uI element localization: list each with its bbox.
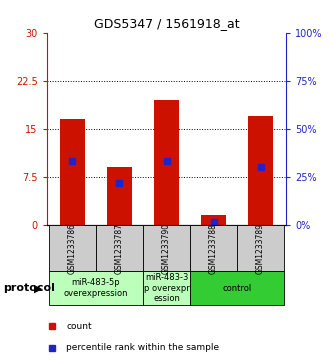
Bar — [60, 119, 85, 225]
Text: percentile rank within the sample: percentile rank within the sample — [66, 343, 219, 352]
Text: GSM1233786: GSM1233786 — [68, 223, 77, 274]
Bar — [107, 167, 133, 225]
Bar — [49, 272, 143, 305]
Bar — [49, 225, 96, 272]
Bar — [154, 100, 179, 225]
Bar — [200, 216, 226, 225]
Text: GSM1233789: GSM1233789 — [256, 223, 265, 274]
Bar — [237, 225, 284, 272]
Text: GSM1233790: GSM1233790 — [162, 223, 171, 274]
Bar — [96, 225, 143, 272]
Text: control: control — [222, 284, 252, 293]
Text: miR-483-5p
overexpression: miR-483-5p overexpression — [64, 278, 128, 298]
Text: GSM1233787: GSM1233787 — [115, 223, 124, 274]
Text: protocol: protocol — [3, 283, 55, 293]
Bar — [190, 225, 237, 272]
Bar — [143, 225, 190, 272]
Title: GDS5347 / 1561918_at: GDS5347 / 1561918_at — [94, 17, 239, 30]
Bar — [190, 272, 284, 305]
Text: miR-483-3
p overexpr
ession: miR-483-3 p overexpr ession — [144, 273, 189, 303]
Bar — [248, 116, 273, 225]
Bar — [143, 272, 190, 305]
Text: GSM1233788: GSM1233788 — [209, 223, 218, 274]
Text: count: count — [66, 322, 92, 331]
Text: ▶: ▶ — [34, 283, 43, 293]
